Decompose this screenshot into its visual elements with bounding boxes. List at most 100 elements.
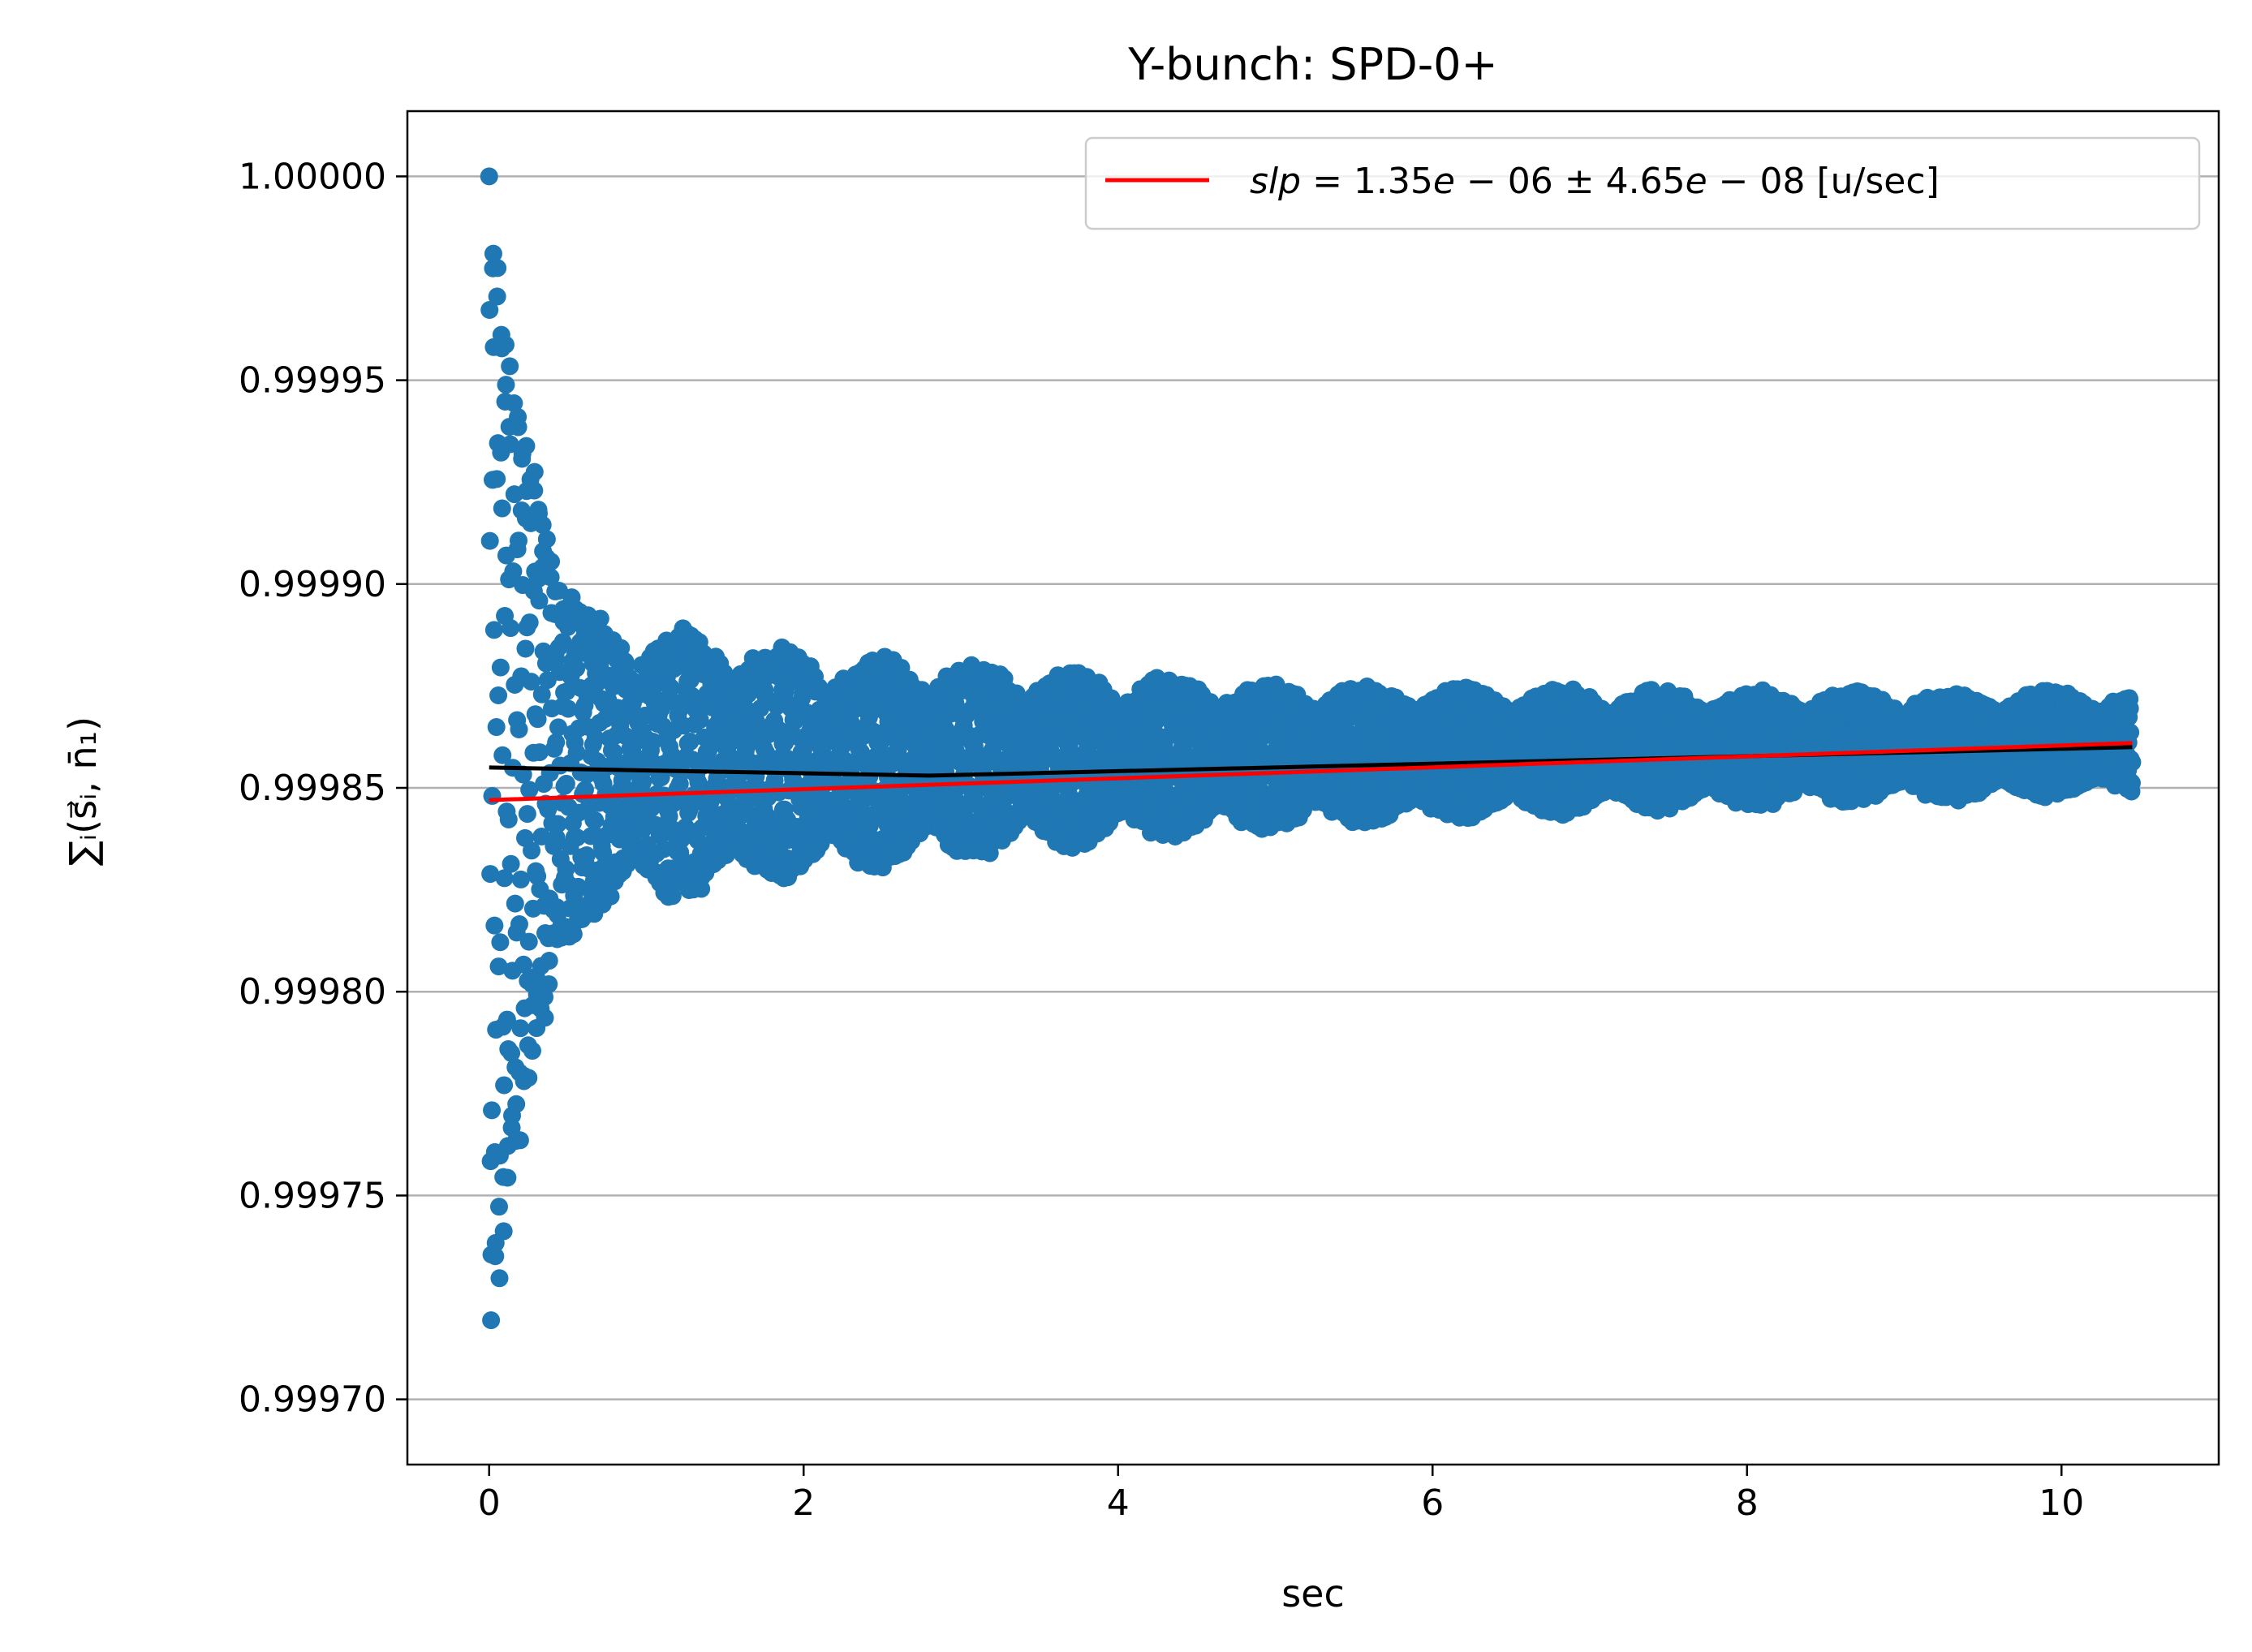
scatter-point: [681, 733, 700, 751]
scatter-point: [517, 437, 536, 455]
scatter-point: [525, 481, 544, 500]
scatter-point: [480, 300, 499, 319]
scatter-point: [767, 761, 786, 780]
scatter-point: [528, 710, 547, 729]
scatter-point: [601, 887, 620, 906]
scatter-point: [2121, 699, 2139, 718]
scatter-point: [652, 768, 670, 787]
scatter-point: [532, 685, 551, 703]
scatter-point: [489, 259, 507, 277]
scatter-point: [495, 1076, 514, 1095]
x-axis-label: sec: [1281, 1572, 1345, 1615]
scatter-point: [654, 840, 673, 858]
scatter-point: [489, 686, 508, 704]
legend: slp = 1.35e − 06 ± 4.65e − 08 [u/sec]: [1084, 136, 2201, 230]
scatter-point: [537, 530, 556, 549]
scatter-point: [530, 592, 549, 610]
scatter-point: [519, 932, 538, 951]
x-tick-label: 8: [1736, 1482, 1759, 1524]
scatter-point: [586, 811, 605, 830]
scatter-point: [532, 827, 551, 845]
scatter-point: [541, 568, 560, 587]
scatter-point: [523, 841, 541, 860]
y-tick-label: 0.99995: [239, 360, 386, 402]
y-axis-label: ∑ᵢ(s⃗ᵢ, n̄₁): [61, 716, 105, 866]
scatter-point: [523, 1042, 541, 1060]
scatter-point: [502, 619, 520, 638]
y-tick-label: 0.99990: [239, 564, 386, 605]
scatter-point: [489, 957, 508, 976]
scatter-point: [681, 799, 700, 818]
scatter-point: [488, 287, 506, 306]
scatter-point: [510, 1131, 529, 1150]
scatter-point: [575, 781, 594, 799]
scatter-point: [557, 859, 575, 878]
scatter-point: [671, 843, 690, 862]
scatter-point: [519, 1069, 538, 1087]
scatter-point: [536, 1009, 554, 1027]
scatter-point: [522, 673, 540, 691]
scatter-point: [738, 735, 757, 754]
scatter-point: [568, 828, 587, 847]
scatter-point: [525, 462, 544, 481]
scatter-point: [502, 1043, 521, 1062]
scatter-point: [757, 743, 776, 762]
scatter-point: [533, 515, 552, 534]
scatter-point: [480, 167, 498, 186]
scatter-point: [502, 854, 520, 873]
scatter-point: [483, 1101, 502, 1120]
scatter-point: [558, 682, 576, 701]
x-tick-label: 4: [1107, 1482, 1130, 1524]
scatter-point: [577, 845, 596, 864]
scatter-point: [490, 1269, 509, 1288]
scatter-point: [505, 394, 523, 412]
scatter-point: [557, 774, 575, 793]
y-tick-label: 0.99980: [239, 971, 386, 1013]
scatter-point: [567, 743, 586, 762]
scatter-point: [485, 916, 504, 935]
scatter-point: [596, 709, 614, 728]
scatter-point: [501, 435, 519, 454]
scatter-point: [520, 781, 539, 799]
scatter-point: [591, 609, 609, 628]
scatter-point: [480, 531, 499, 550]
scatter-point: [482, 1311, 501, 1330]
scatter-point: [644, 732, 662, 751]
scatter-point: [2123, 753, 2142, 772]
scatter-point: [501, 357, 519, 376]
scatter-point: [549, 718, 567, 737]
scatter-point: [2122, 774, 2141, 793]
x-tick-label: 0: [478, 1482, 501, 1524]
scatter-point: [549, 815, 567, 833]
scatter-point: [491, 658, 510, 677]
x-tick-label: 10: [2039, 1482, 2084, 1524]
scatter-point: [487, 718, 506, 737]
scatter-point: [510, 531, 528, 550]
scatter-point: [540, 974, 558, 993]
scatter-point: [493, 746, 512, 764]
scatter-point: [634, 772, 652, 791]
scatter-point: [540, 952, 558, 970]
scatter-point: [491, 933, 510, 952]
scatter-point: [506, 894, 524, 913]
scatter-point: [547, 828, 566, 847]
scatter-point: [567, 659, 586, 678]
y-tick-label: 0.99985: [239, 768, 386, 809]
x-tick-label: 6: [1421, 1482, 1444, 1524]
scatter-point: [504, 562, 523, 581]
scatter-point: [612, 639, 631, 657]
scatter-point: [511, 870, 530, 888]
scatter-point: [510, 915, 528, 934]
scatter-point: [520, 613, 539, 632]
scatter-point: [586, 729, 605, 747]
scatter-point: [663, 887, 682, 906]
scatter-point: [497, 335, 515, 354]
scatter-point: [493, 499, 511, 518]
scatter-point: [507, 1095, 526, 1113]
chart-title: Y-bunch: SPD-0+: [1127, 39, 1498, 90]
scatter-point: [486, 1247, 505, 1266]
scatter-point: [553, 633, 572, 652]
scatter-point: [509, 418, 527, 437]
